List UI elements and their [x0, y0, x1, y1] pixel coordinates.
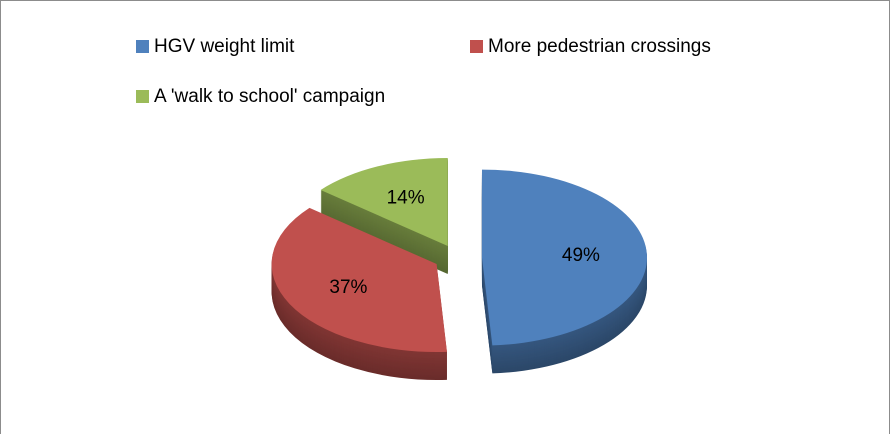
- data-label: 37%: [329, 277, 367, 298]
- slice: [271, 207, 447, 352]
- data-label: 14%: [387, 187, 425, 208]
- legend-swatch: [470, 40, 483, 53]
- legend-swatch: [136, 40, 149, 53]
- slice: [481, 169, 647, 346]
- legend-label: More pedestrian crossings: [488, 36, 711, 57]
- legend-label: A 'walk to school' campaign: [154, 86, 385, 107]
- legend-swatch: [136, 90, 149, 103]
- slice: [320, 158, 448, 247]
- legend-label: HGV weight limit: [154, 36, 295, 57]
- data-label: 49%: [562, 245, 600, 266]
